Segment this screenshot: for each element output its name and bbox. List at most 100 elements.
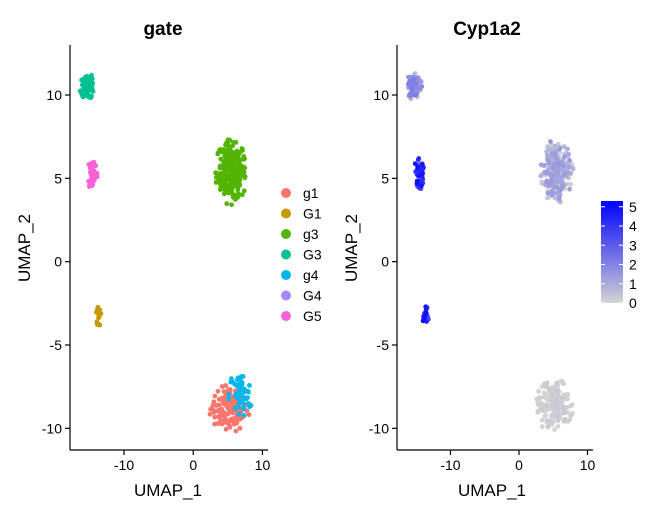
- expression-point: [544, 179, 549, 184]
- point-g1: [210, 403, 216, 408]
- point-G5: [88, 172, 94, 178]
- point-g4: [236, 400, 242, 406]
- expression-point: [546, 418, 552, 424]
- point-g1: [229, 400, 235, 406]
- point-g3: [227, 177, 232, 183]
- point-g4: [247, 383, 252, 388]
- point-G3: [80, 94, 86, 100]
- point-g3: [222, 180, 228, 186]
- point-g1: [212, 393, 218, 399]
- expression-point: [551, 405, 557, 411]
- colorbar: [601, 201, 623, 303]
- point-g1: [221, 401, 227, 407]
- expression-point: [545, 158, 551, 163]
- expression-point: [541, 390, 547, 396]
- cyp1a2-y-tick-label: 10: [373, 87, 389, 103]
- cyp1a2-x-tick-label: -10: [440, 457, 460, 473]
- point-g3: [230, 159, 236, 165]
- gate-y-tick-label: -10: [42, 420, 62, 436]
- expression-point: [555, 400, 561, 406]
- gate-legend: g1 G1 g3 G3 g4 G4 G5: [281, 185, 322, 324]
- expression-point: [414, 178, 420, 184]
- point-g3: [227, 161, 232, 167]
- legend-label-G3: G3: [303, 247, 322, 263]
- point-g1: [227, 424, 233, 430]
- gate-points: [77, 72, 254, 434]
- expression-point: [568, 181, 574, 187]
- expression-point: [544, 380, 550, 386]
- legend-label-G4: G4: [303, 288, 322, 304]
- point-g1: [212, 414, 218, 420]
- legend-label-g1: g1: [303, 185, 319, 201]
- point-G3: [82, 86, 87, 92]
- expression-point: [549, 172, 555, 178]
- colorbar-tick-label: 3: [629, 237, 637, 253]
- expression-point: [558, 179, 564, 184]
- expression-point: [413, 92, 418, 98]
- colorbar-tick-label: 5: [629, 199, 637, 215]
- expression-point: [541, 163, 547, 168]
- legend-key-G3: [281, 249, 291, 260]
- point-g4: [239, 390, 245, 396]
- point-g3: [237, 173, 243, 179]
- expression-point: [539, 407, 545, 413]
- expression-point: [554, 380, 560, 386]
- expression-point: [544, 396, 550, 402]
- point-g3: [235, 185, 241, 191]
- gate-y-tick-label: -5: [50, 337, 63, 353]
- point-G5: [90, 168, 95, 174]
- colorbar-tick-label: 1: [629, 276, 637, 292]
- gate-ticks: -10 0 10 10 5 0 -5 -10: [42, 87, 271, 473]
- expression-point: [554, 169, 560, 175]
- point-g1: [226, 406, 231, 412]
- expression-point: [417, 78, 423, 84]
- point-g3: [230, 149, 236, 155]
- expression-point: [548, 178, 554, 183]
- expression-point: [412, 161, 418, 166]
- point-G3: [84, 73, 90, 79]
- expression-point: [539, 424, 545, 429]
- point-g3: [221, 160, 226, 166]
- expression-point: [555, 423, 561, 429]
- point-g3: [229, 202, 234, 208]
- expression-point: [542, 414, 548, 419]
- point-g4: [248, 402, 254, 408]
- point-g3: [225, 137, 231, 143]
- legend-label-G1: G1: [303, 206, 322, 222]
- point-g3: [213, 170, 218, 176]
- point-G1: [94, 322, 100, 327]
- expression-point: [535, 408, 541, 414]
- colorbar-tick-label: 4: [629, 218, 637, 234]
- point-g3: [230, 194, 236, 199]
- cyp1a2-y-tick-label: 0: [381, 254, 389, 270]
- expression-point: [555, 408, 561, 414]
- expression-point: [549, 399, 555, 404]
- expression-point: [549, 392, 555, 398]
- point-g4: [240, 405, 246, 411]
- expression-point: [556, 395, 561, 400]
- point-g3: [236, 179, 242, 185]
- gate-x-tick-label: 0: [189, 457, 197, 473]
- legend-key-G4: [281, 290, 291, 301]
- expression-point: [567, 186, 572, 192]
- point-g3: [215, 150, 221, 156]
- expression-point: [562, 170, 568, 176]
- point-g1: [227, 418, 233, 424]
- cyp1a2-ticks: -10 0 10 10 5 0 -5 -10: [369, 87, 596, 473]
- expression-point: [567, 158, 572, 164]
- expression-point: [555, 413, 560, 418]
- expression-point: [557, 146, 562, 152]
- legend-key-g4: [281, 270, 291, 280]
- point-g4: [232, 393, 238, 398]
- cyp1a2-y-axis-label: UMAP_2: [342, 214, 361, 282]
- expression-point: [552, 143, 558, 149]
- point-g4: [236, 411, 242, 417]
- gate-title: gate: [143, 19, 182, 40]
- expression-point: [544, 170, 550, 176]
- point-g1: [216, 409, 222, 414]
- expression-point: [419, 84, 425, 89]
- point-g3: [240, 148, 245, 153]
- colorbar-tick-label: 2: [629, 257, 637, 273]
- point-g4: [236, 382, 242, 388]
